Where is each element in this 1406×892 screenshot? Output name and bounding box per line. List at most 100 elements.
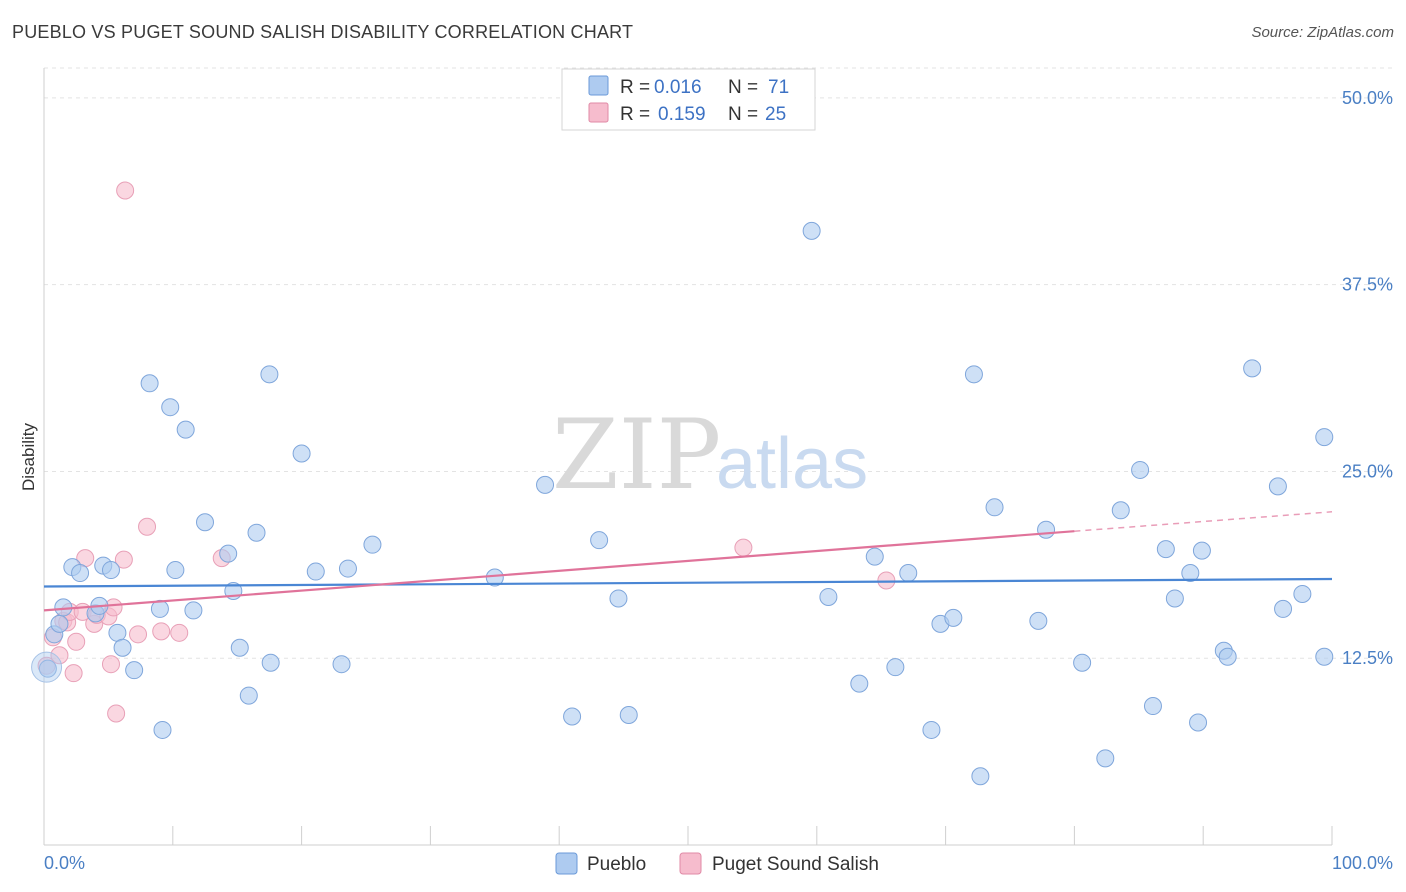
- pueblo-trendline: [43, 577, 1333, 588]
- pueblo-point: [166, 561, 185, 580]
- pueblo-point: [161, 398, 180, 417]
- pueblo-point: [1029, 611, 1048, 630]
- pueblo-points: [31, 221, 1334, 786]
- trendlines: [43, 511, 1333, 612]
- pueblo-point: [563, 707, 582, 726]
- legend-r-value-salish: 0.159: [658, 104, 706, 125]
- pueblo-point: [1315, 647, 1334, 666]
- pueblo-point: [1165, 589, 1184, 608]
- legend-swatch-salish: [588, 102, 609, 123]
- salish-point: [107, 704, 126, 723]
- salish-point: [116, 181, 135, 200]
- pueblo-point: [1315, 428, 1334, 447]
- salish-point: [101, 655, 120, 674]
- pueblo-point: [985, 498, 1004, 517]
- pueblo-point: [260, 365, 279, 384]
- salish-point: [50, 646, 69, 665]
- pueblo-point: [1218, 647, 1237, 666]
- pueblo-point: [1192, 541, 1211, 560]
- legend-n-label-salish: N =: [728, 104, 758, 125]
- legend-n-value-salish: 25: [765, 104, 786, 125]
- pueblo-point: [971, 767, 990, 786]
- pueblo-point: [176, 420, 195, 439]
- watermark: ZIP atlas: [552, 399, 868, 511]
- pueblo-point: [247, 523, 266, 542]
- legend-n-value-pueblo: 71: [768, 77, 789, 98]
- pueblo-point: [1111, 501, 1130, 520]
- pueblo-point: [802, 221, 821, 240]
- pueblo-point: [944, 608, 963, 627]
- pueblo-point: [38, 659, 57, 678]
- salish-point: [64, 664, 83, 683]
- pueblo-point: [1037, 520, 1056, 539]
- salish-point: [129, 625, 148, 644]
- pueblo-point: [1156, 540, 1175, 559]
- pueblo-point: [1268, 477, 1287, 496]
- legend-box: R = 0.016 N = 71 R = 0.159 N = 25: [561, 68, 816, 131]
- bottom-legend-swatch-salish: [679, 852, 702, 875]
- pueblo-point: [196, 513, 214, 532]
- bottom-legend-label-pueblo: Pueblo: [587, 854, 646, 875]
- pueblo-point: [1274, 599, 1293, 618]
- pueblo-point: [1181, 564, 1200, 583]
- pueblo-point: [292, 444, 311, 463]
- y-axis-label: Disability: [19, 422, 38, 491]
- y-tick-label: 37.5%: [1342, 275, 1393, 295]
- x-tick-label-max: 100.0%: [1332, 853, 1393, 873]
- pueblo-point: [819, 587, 838, 606]
- pueblo-point: [108, 623, 127, 642]
- pueblo-point: [865, 547, 884, 566]
- salish-point: [138, 517, 157, 536]
- salish-point: [152, 622, 171, 641]
- y-tick-label: 12.5%: [1342, 648, 1393, 668]
- pueblo-cluster-point: [31, 651, 63, 683]
- chart-title: PUEBLO VS PUGET SOUND SALISH DISABILITY …: [12, 22, 634, 42]
- legend-r-label-salish: R =: [620, 104, 650, 125]
- pueblo-point: [1189, 713, 1208, 732]
- salish-point: [114, 550, 133, 569]
- legend-r-label-pueblo: R =: [620, 77, 650, 98]
- pueblo-point: [886, 658, 905, 677]
- pueblo-point: [332, 655, 351, 674]
- pueblo-point: [71, 564, 90, 583]
- pueblo-point: [850, 674, 869, 693]
- pueblo-point: [153, 720, 172, 739]
- legend-n-label-pueblo: N =: [728, 77, 758, 98]
- y-tick-label: 25.0%: [1342, 461, 1393, 481]
- y-tick-labels: 12.5% 25.0% 37.5% 50.0%: [1342, 88, 1393, 668]
- pueblo-point: [261, 653, 280, 672]
- x-tick-label-min: 0.0%: [44, 853, 85, 873]
- pueblo-point: [964, 365, 983, 384]
- pueblo-point: [338, 559, 357, 578]
- x-axis-ticks: [172, 826, 1333, 845]
- pueblo-point: [1293, 584, 1312, 603]
- pueblo-point: [306, 562, 325, 581]
- pueblo-point: [590, 531, 609, 550]
- salish-trendline: [43, 530, 1075, 612]
- pueblo-point: [619, 706, 638, 725]
- bottom-legend: Pueblo Puget Sound Salish: [555, 852, 879, 875]
- source-label: Source: ZipAtlas.com: [1251, 24, 1394, 41]
- salish-point: [170, 623, 189, 642]
- pueblo-point: [1131, 460, 1150, 479]
- legend-swatch-pueblo: [588, 75, 609, 96]
- pueblo-point: [113, 638, 132, 657]
- pueblo-point: [50, 614, 69, 633]
- pueblo-point: [1243, 359, 1262, 378]
- pueblo-point: [219, 544, 238, 563]
- pueblo-point: [1143, 697, 1162, 716]
- y-tick-label: 50.0%: [1342, 88, 1393, 108]
- pueblo-point: [899, 564, 918, 583]
- pueblo-point: [101, 561, 120, 580]
- pueblo-point: [140, 374, 159, 393]
- pueblo-point: [1096, 749, 1115, 768]
- pueblo-point: [363, 535, 382, 554]
- pueblo-point: [609, 589, 628, 608]
- pueblo-point: [184, 601, 203, 620]
- pueblo-point: [536, 475, 555, 494]
- pueblo-point: [485, 568, 504, 587]
- pueblo-point: [230, 638, 249, 657]
- bottom-legend-label-salish: Puget Sound Salish: [712, 854, 879, 875]
- watermark-atlas: atlas: [716, 424, 868, 504]
